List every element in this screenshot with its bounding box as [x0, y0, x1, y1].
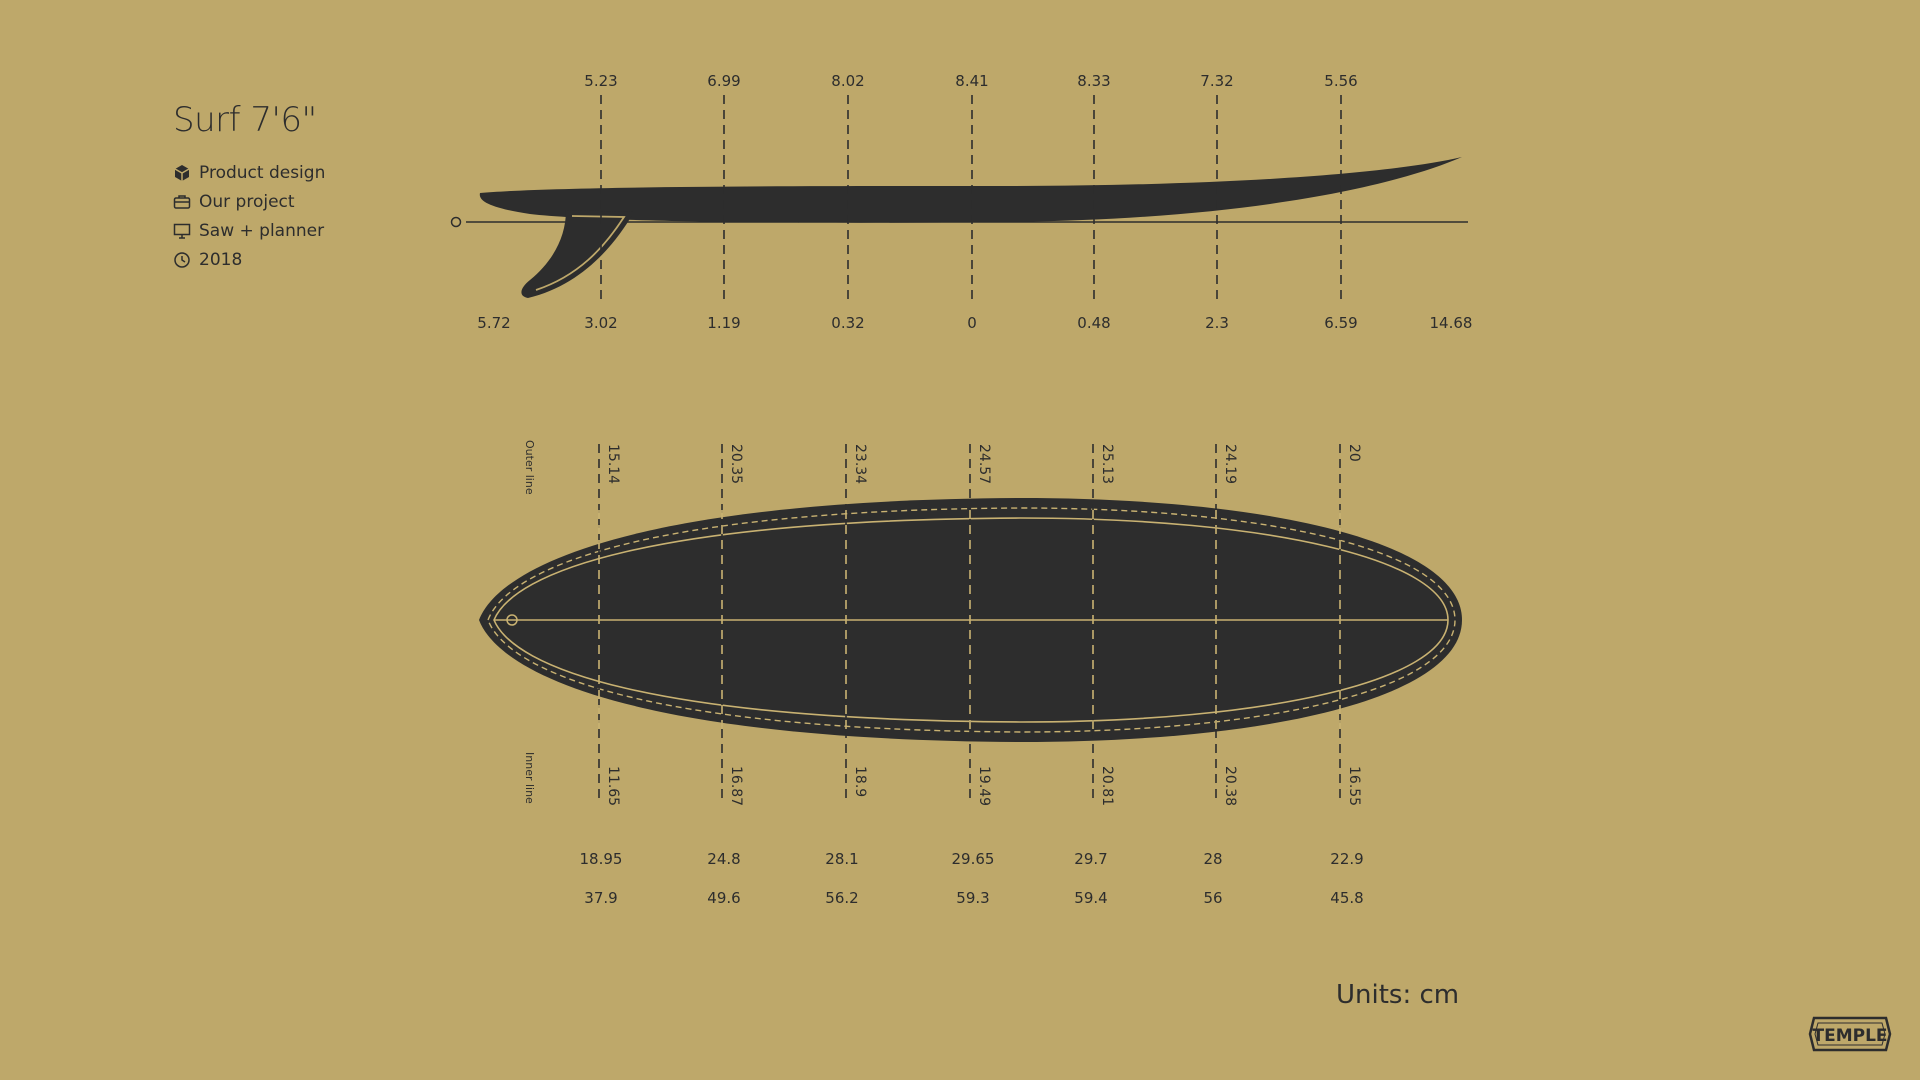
width-row2-value: 49.6 [707, 889, 740, 907]
inner-line-value: 19.49 [976, 766, 992, 806]
meta-label: 2018 [199, 249, 243, 270]
inner-line-value: 11.65 [605, 766, 621, 806]
baseline-origin-marker [450, 216, 462, 228]
profile-top-value: 5.23 [584, 72, 617, 90]
meta-label: Saw + planner [199, 220, 325, 241]
clock-icon [173, 250, 199, 270]
profile-bottom-value: 1.19 [707, 314, 740, 332]
width-row2-value: 59.4 [1074, 889, 1107, 907]
width-row1-value: 29.65 [952, 850, 995, 868]
meta-label: Our project [199, 191, 295, 212]
profile-bottom-value: 2.3 [1205, 314, 1229, 332]
inner-line-value: 20.81 [1099, 766, 1115, 806]
width-row2-value: 56 [1203, 889, 1222, 907]
inner-line-value: 18.9 [852, 766, 868, 797]
meta-row-tools: Saw + planner [173, 216, 325, 245]
profile-bottom-value: 6.59 [1324, 314, 1357, 332]
width-row1-value: 22.9 [1330, 850, 1363, 868]
profile-bottom-value: 3.02 [584, 314, 617, 332]
width-row1-value: 24.8 [707, 850, 740, 868]
profile-top-value: 8.41 [955, 72, 988, 90]
meta-row-project: Our project [173, 187, 325, 216]
outer-line-value: 24.57 [976, 444, 992, 484]
units-label: Units: cm [1336, 980, 1460, 1010]
outer-line-value: 25.13 [1099, 444, 1115, 484]
outer-line-label: Outer line [523, 440, 536, 495]
outer-line-value: 15.14 [605, 444, 621, 484]
dimension-labels: 5.23 6.99 8.02 8.41 8.33 7.32 5.56 5.72 3.02 1.19… [477, 72, 1472, 907]
inner-line-label: Inner line [523, 752, 536, 804]
board-profile [450, 157, 1468, 298]
cube-icon [173, 163, 199, 183]
width-row2-value: 37.9 [584, 889, 617, 907]
fin-inner-line [535, 215, 626, 291]
width-row2-value: 45.8 [1330, 889, 1363, 907]
width-row1-value: 28.1 [825, 850, 858, 868]
page-title: Surf 7'6" [173, 100, 317, 140]
profile-top-value: 8.02 [831, 72, 864, 90]
leash-plug-icon [506, 614, 518, 626]
width-row1-value: 18.95 [580, 850, 623, 868]
info-panel: Surf 7'6" Product design Our project Saw… [173, 100, 325, 274]
profile-top-value: 5.56 [1324, 72, 1357, 90]
monitor-icon [173, 221, 199, 241]
width-row2-value: 59.3 [956, 889, 989, 907]
meta-row-category: Product design [173, 158, 325, 187]
width-row2-value: 56.2 [825, 889, 858, 907]
width-row1-value: 29.7 [1074, 850, 1107, 868]
briefcase-icon [173, 192, 199, 212]
logo-text: TEMPLE [1812, 1026, 1887, 1046]
fin [521, 210, 634, 298]
inner-line-value: 20.38 [1222, 766, 1238, 806]
board-outline-stitch [487, 507, 1456, 733]
profile-bottom-value: 0.48 [1077, 314, 1110, 332]
outer-line-value: 24.19 [1222, 444, 1238, 484]
outer-line-value: 20.35 [728, 444, 744, 484]
meta-label: Product design [199, 162, 326, 183]
profile-top-value: 6.99 [707, 72, 740, 90]
outer-line-value: 23.34 [852, 444, 868, 484]
temple-logo: TEMPLE [1808, 1016, 1892, 1052]
profile-bottom-value: 0 [967, 314, 977, 332]
profile-top-value: 7.32 [1200, 72, 1233, 90]
inner-line-value: 16.87 [728, 766, 744, 806]
profile-bottom-value: 14.68 [1430, 314, 1473, 332]
dimension-lines [598, 95, 1342, 798]
meta-row-year: 2018 [173, 245, 325, 274]
profile-top-value: 8.33 [1077, 72, 1110, 90]
profile-bottom-value: 0.32 [831, 314, 864, 332]
outer-line-value: 20 [1346, 444, 1362, 462]
width-row1-value: 28 [1203, 850, 1222, 868]
profile-bottom-value: 5.72 [477, 314, 510, 332]
inner-line-value: 16.55 [1346, 766, 1362, 806]
